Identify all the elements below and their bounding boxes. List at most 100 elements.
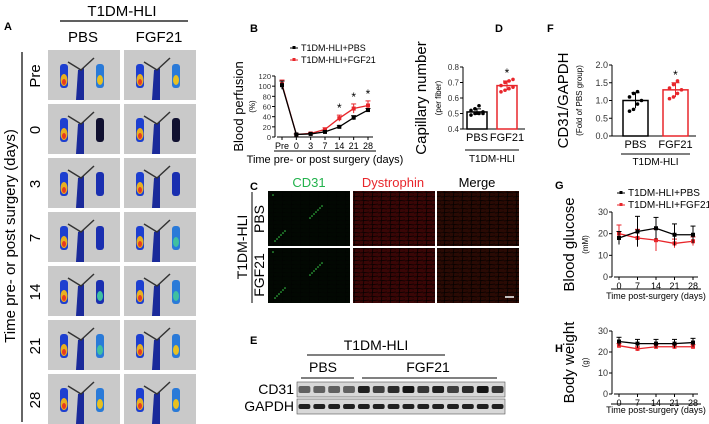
right-paw-hot xyxy=(97,291,103,301)
y-axis-unit: (mM) xyxy=(581,235,590,254)
data-point xyxy=(308,131,313,136)
panel-e-group-title: T1DM-HLI xyxy=(344,337,409,353)
data-point xyxy=(503,88,507,93)
data-point xyxy=(671,82,676,87)
cd31-signal xyxy=(311,215,313,217)
legend-marker xyxy=(292,46,296,49)
data-point xyxy=(627,95,632,99)
right-paw-hot xyxy=(173,75,179,85)
series-fgf21 xyxy=(279,79,371,137)
y-tick-label: 30 xyxy=(598,326,608,336)
data-point xyxy=(635,102,640,106)
x-tick-label: Pre xyxy=(275,141,289,151)
blot-band-gapdh xyxy=(372,404,385,409)
data-point xyxy=(635,229,640,234)
y-tick-label: 1.0 xyxy=(595,96,608,106)
y-tick-label: 60 xyxy=(263,103,271,112)
y-tick-label: 0.8 xyxy=(448,63,460,72)
x-tick-label: 21 xyxy=(669,281,679,291)
blot-strip-gapdh xyxy=(296,398,506,415)
cd31-signal xyxy=(315,211,317,213)
cd31-signal xyxy=(321,205,323,207)
group-label: T1DM-HLI xyxy=(469,154,515,165)
panel-e-band-gapdh: GAPDH xyxy=(244,398,294,414)
panel-a-row-label: 7 xyxy=(27,234,44,242)
data-point xyxy=(366,103,370,108)
y-tick-label: 10 xyxy=(598,368,608,378)
perfusion-image xyxy=(124,104,196,154)
blot-band-cd31 xyxy=(328,386,341,393)
blot-band-cd31 xyxy=(343,386,355,393)
data-point xyxy=(499,83,503,88)
leg-outline xyxy=(143,273,171,287)
leg-outline xyxy=(143,57,171,71)
data-point xyxy=(473,107,477,111)
blot-band-gapdh xyxy=(476,404,489,409)
y-axis-label: Blood glucose xyxy=(561,197,578,291)
significance-star: * xyxy=(337,101,342,115)
cd31-signal xyxy=(319,264,321,266)
perfusion-image xyxy=(124,374,196,424)
legend-label: T1DM-HLI+PBS xyxy=(301,43,366,53)
micrograph-texture xyxy=(268,191,350,246)
data-point xyxy=(477,111,481,116)
cd31-signal xyxy=(315,268,317,270)
panel-a-laser-doppler: T1DM-HLI PBS FGF21 Time pre- or post sur… xyxy=(2,3,196,424)
tail-shape xyxy=(76,230,84,262)
leg-outline xyxy=(143,381,171,395)
left-paw-core xyxy=(62,241,66,247)
data-point xyxy=(507,86,511,91)
tail-shape xyxy=(76,284,84,316)
blot-band-gapdh xyxy=(328,404,341,409)
tail-shape xyxy=(76,392,84,424)
blot-band-gapdh xyxy=(387,404,400,409)
x-tick-label: 21 xyxy=(349,141,359,151)
panel-e-western-blot: T1DM-HLI PBS FGF21 CD31 GAPDH xyxy=(244,337,506,415)
right-paw-hot xyxy=(97,345,103,355)
right-paw-hot xyxy=(97,75,103,85)
data-point xyxy=(294,132,299,137)
cd31-signal xyxy=(278,293,280,295)
significance-star: * xyxy=(351,90,356,104)
y-tick-label: 100 xyxy=(258,82,271,91)
right-paw xyxy=(96,118,104,142)
perfusion-image xyxy=(124,212,196,262)
left-paw-core xyxy=(138,187,142,193)
data-point xyxy=(654,341,658,346)
data-point xyxy=(675,91,680,96)
perfusion-image xyxy=(48,320,120,370)
tail-shape xyxy=(152,176,160,208)
left-paw-core xyxy=(138,79,142,85)
y-tick-label: 30 xyxy=(598,207,608,217)
y-tick-label: 20 xyxy=(598,347,608,357)
significance-star: * xyxy=(505,66,510,80)
leg-outline xyxy=(67,57,95,71)
significance-star: * xyxy=(366,87,371,101)
blot-band-cd31 xyxy=(357,386,370,393)
leg-outline xyxy=(143,165,171,179)
blot-band-gapdh xyxy=(461,404,474,409)
micrograph-dystrophin xyxy=(353,191,435,246)
significance-star: * xyxy=(673,68,678,82)
chart-d: 0.4 0.5 0.6 0.7 0.8 Capillary number (per fibe… xyxy=(413,41,525,165)
left-paw-core xyxy=(138,403,142,409)
panel-c-col-cd31: CD31 xyxy=(292,175,325,190)
perfusion-image xyxy=(48,374,120,424)
blot-band-gapdh xyxy=(491,404,504,409)
perfusion-image xyxy=(124,320,196,370)
x-tick-label: 7 xyxy=(635,398,640,408)
data-point xyxy=(323,129,327,134)
tail-shape xyxy=(76,176,84,208)
cd31-signal xyxy=(313,270,315,272)
left-paw-core xyxy=(138,295,142,301)
data-point xyxy=(503,80,507,85)
data-point xyxy=(654,238,658,243)
panel-c-immunofluorescence: CD31 Dystrophin Merge T1DM-HLI PBS FGF21 xyxy=(234,175,519,303)
y-tick-label: 0.6 xyxy=(448,94,460,103)
x-tick-label: PBS xyxy=(466,132,488,144)
panel-c-col-dystrophin: Dystrophin xyxy=(362,175,424,190)
right-paw xyxy=(96,226,104,250)
data-point xyxy=(477,103,481,108)
